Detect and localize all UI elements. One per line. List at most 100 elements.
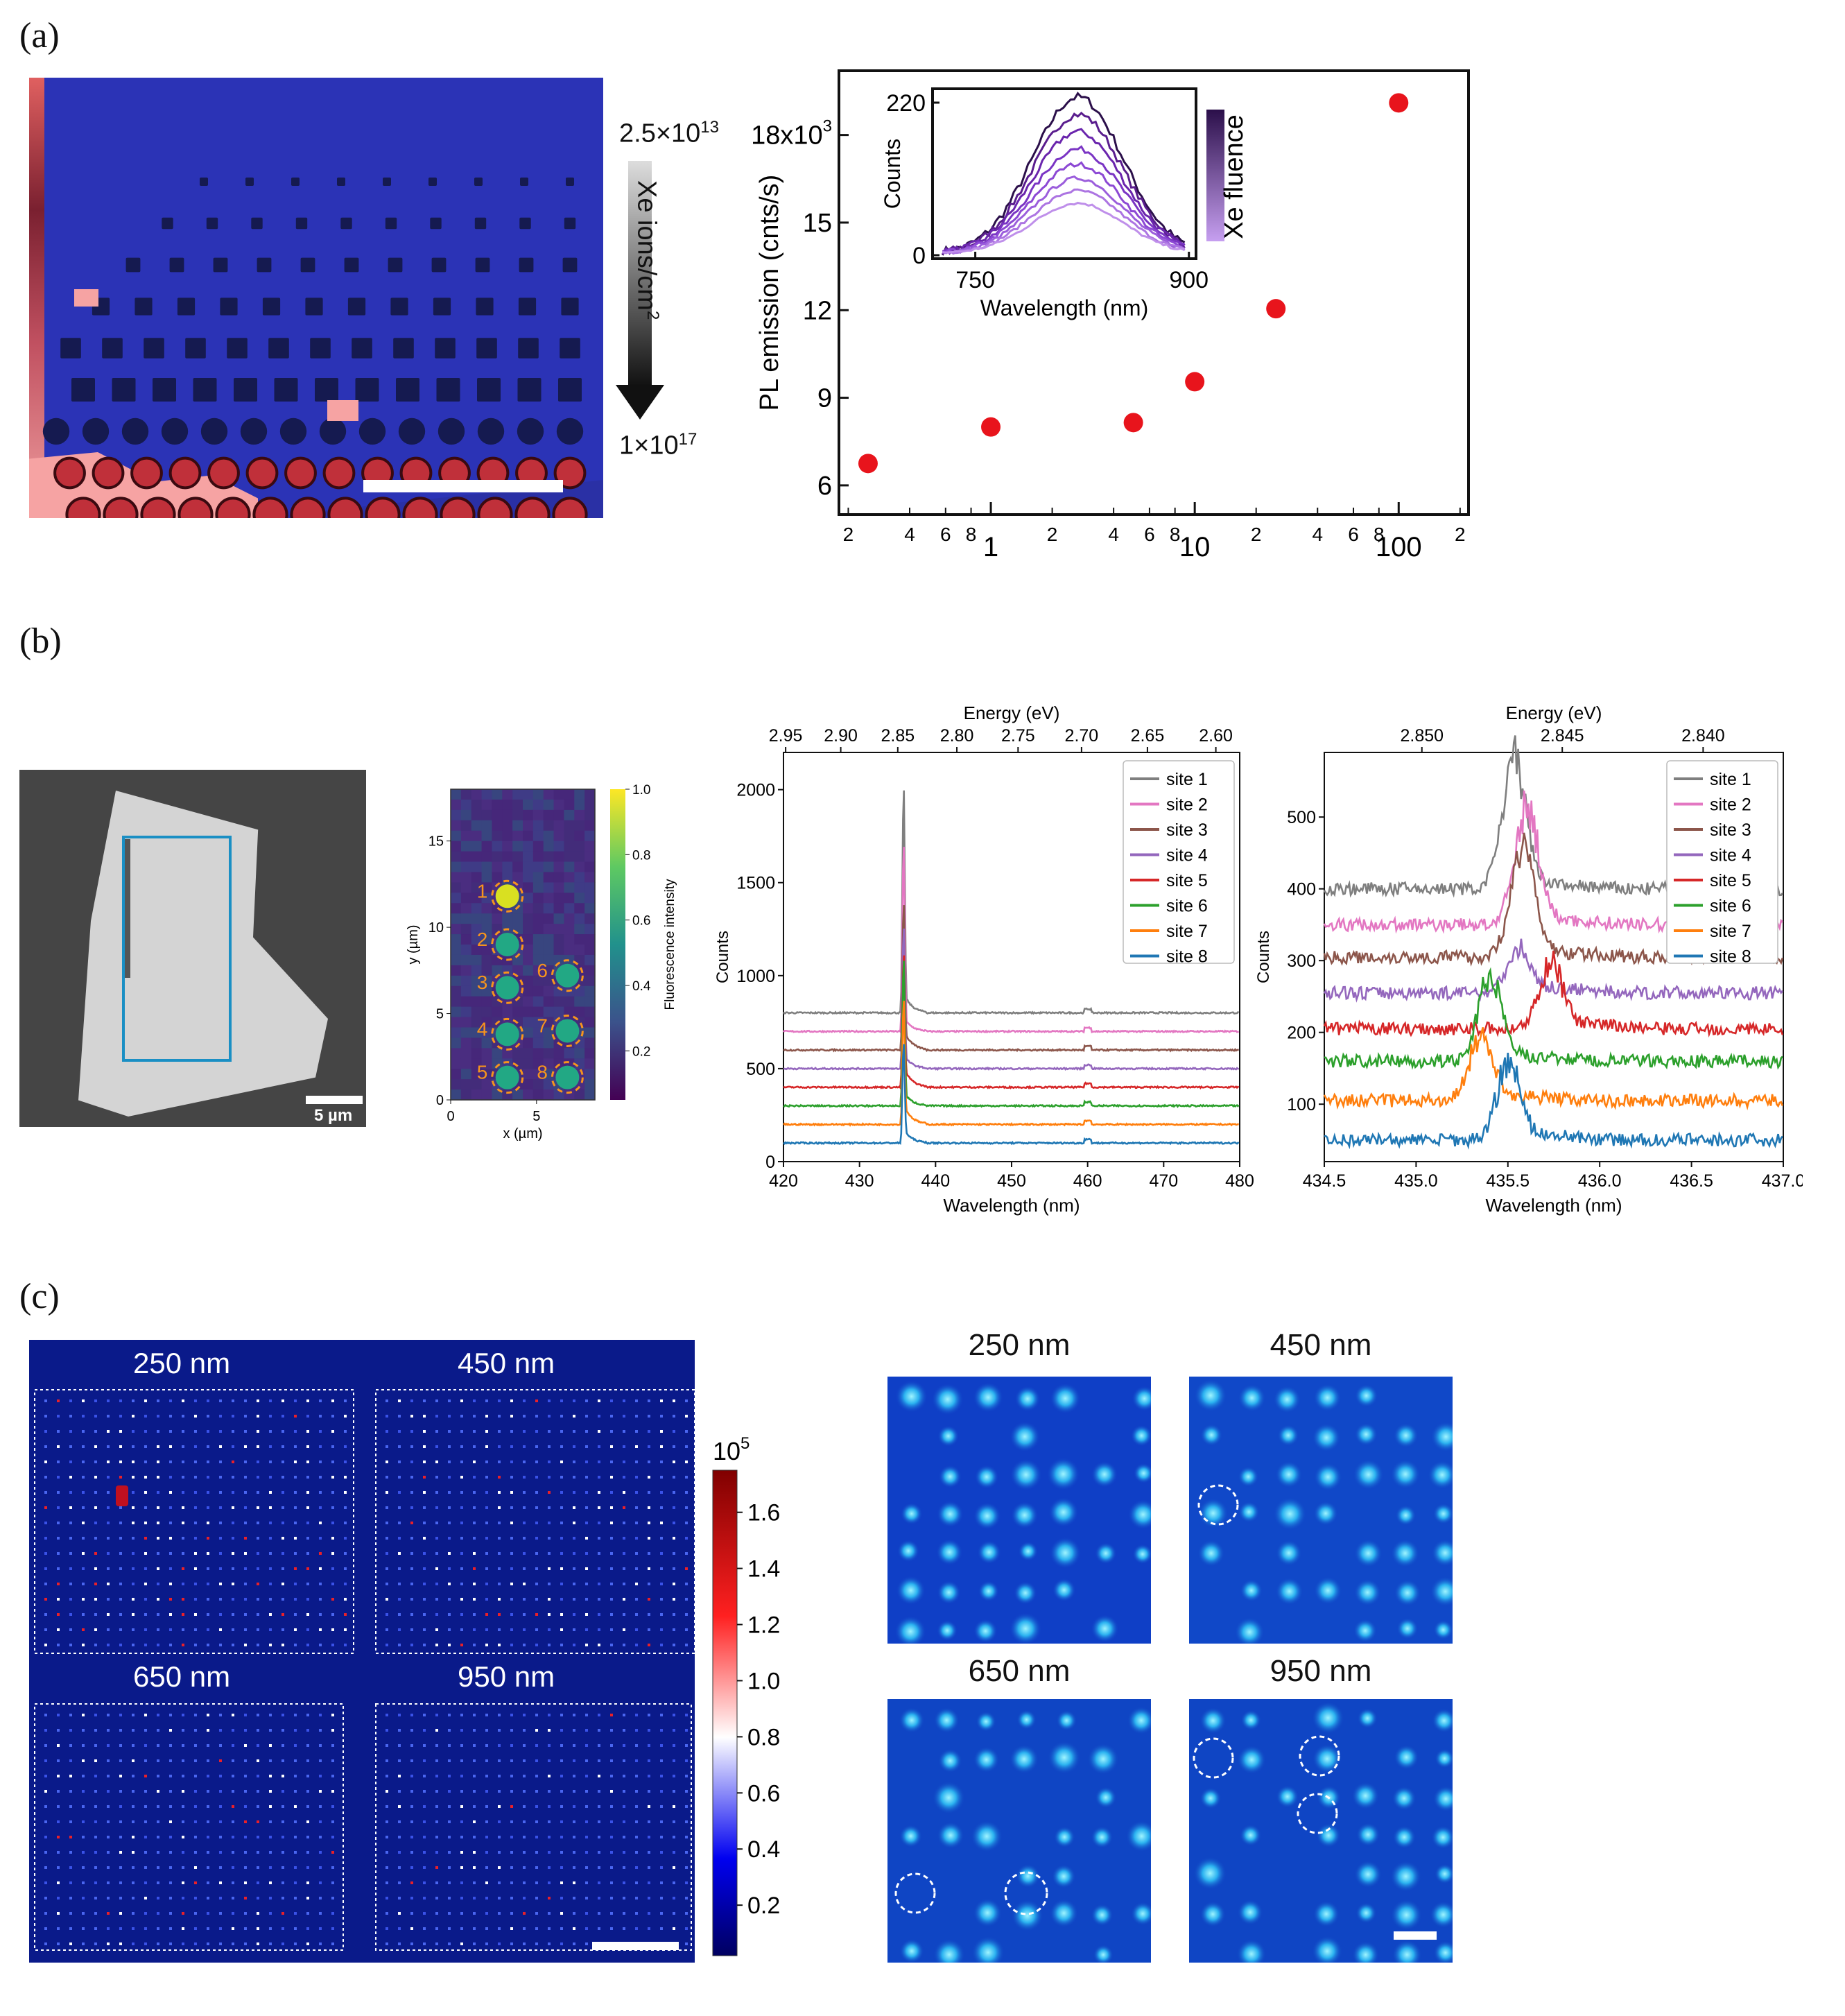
emitter-spot <box>485 1729 488 1732</box>
emitter-spot <box>410 1567 413 1570</box>
fluence-arrow-head <box>616 385 664 420</box>
big-label-450: 450 nm <box>458 1347 555 1379</box>
emitter-spot <box>648 1415 650 1418</box>
emitter-spot <box>523 1567 526 1570</box>
emitter-spot <box>244 1628 247 1631</box>
emitter-spot <box>673 1613 675 1616</box>
emitter-spot <box>1091 1461 1118 1488</box>
emitter-spot <box>144 1567 147 1570</box>
emitter-spot <box>94 1445 97 1448</box>
emitter-spot <box>269 1836 272 1838</box>
emitter-spot <box>257 1552 259 1555</box>
emitter-spot <box>573 1805 575 1808</box>
site-number: 8 <box>537 1062 548 1083</box>
emitter-spot <box>1237 1745 1266 1775</box>
emitter-spot <box>232 1805 234 1808</box>
map-pixel <box>471 861 483 873</box>
map-pixel <box>584 820 596 832</box>
map-pixel <box>584 830 596 842</box>
emitter-spot <box>82 1729 85 1732</box>
irradiation-spot <box>438 417 465 445</box>
emitter-spot <box>386 1836 388 1838</box>
emitter-spot <box>386 1790 388 1793</box>
emitter-spot <box>423 1942 426 1945</box>
emitter-spot <box>573 1820 575 1823</box>
y-tick-exponent: 3 <box>823 117 832 136</box>
emitter-spot <box>1430 1422 1453 1452</box>
emitter-spot <box>685 1851 688 1854</box>
emitter-spot <box>398 1461 401 1463</box>
map-pixel <box>523 820 534 832</box>
emitter-spot <box>623 1881 625 1884</box>
emitter-spot <box>510 1598 513 1601</box>
emitter-spot <box>157 1851 159 1854</box>
emitter-spot <box>169 1628 172 1631</box>
emitter-spot <box>623 1820 625 1823</box>
emitter-spot <box>635 1644 638 1646</box>
emitter-spot <box>435 1729 438 1732</box>
emitter-spot <box>523 1445 526 1448</box>
map-pixel <box>532 954 544 966</box>
emitter-spot <box>331 1820 334 1823</box>
top-x-tick-label: 2.90 <box>824 726 858 746</box>
emitter-spot <box>219 1927 222 1930</box>
irradiation-spot <box>71 378 95 402</box>
emitter-spot <box>398 1866 401 1869</box>
irradiation-spot <box>517 417 544 445</box>
emitter-spot <box>623 1790 625 1793</box>
map-pixel <box>460 851 472 863</box>
emitter-spot <box>485 1552 488 1555</box>
emitter-spot <box>1433 1940 1453 1963</box>
emitter-spot <box>107 1461 110 1463</box>
map-pixel <box>512 1089 523 1101</box>
irradiation-spot <box>431 257 447 273</box>
emitter-spot <box>937 1822 964 1849</box>
emitter-spot <box>1193 1856 1227 1890</box>
emitter-spot <box>485 1775 488 1777</box>
emitter-spot <box>1394 1579 1421 1606</box>
emitter-spot <box>319 1942 322 1945</box>
emitter-spot <box>598 1583 600 1585</box>
emitter-spot <box>207 1790 209 1793</box>
x-tick-label: 430 <box>845 1171 874 1191</box>
emitter-spot <box>157 1583 159 1585</box>
emitter-spot <box>194 1445 197 1448</box>
emitter-spot <box>510 1491 513 1494</box>
emitter-spot <box>319 1552 322 1555</box>
emitter-spot <box>82 1881 85 1884</box>
emitter-spot <box>331 1759 334 1762</box>
map-pixel <box>553 820 565 832</box>
map-pixel <box>471 934 483 945</box>
data-point <box>981 417 1001 437</box>
emitter-spot <box>232 1881 234 1884</box>
map-pixel <box>471 820 483 832</box>
emitter-spot <box>157 1942 159 1945</box>
emitter-spot <box>660 1583 663 1585</box>
emitter-spot <box>473 1805 476 1808</box>
emitter-spot <box>194 1491 197 1494</box>
emitter-spot <box>144 1820 147 1823</box>
map-pixel <box>471 996 483 1008</box>
emitter-spot <box>435 1866 438 1869</box>
emitter-spot <box>57 1881 60 1884</box>
emitter-spot <box>157 1820 159 1823</box>
map-pixel <box>492 872 503 883</box>
zoom-image-450 <box>1189 1377 1453 1644</box>
map-pixel <box>584 1069 596 1080</box>
emitter-spot <box>344 1598 347 1601</box>
emitter-spot <box>448 1881 451 1884</box>
emitter-spot <box>319 1805 322 1808</box>
x-tick-label: 470 <box>1149 1171 1178 1191</box>
emitter-spot <box>269 1927 272 1930</box>
fluence-top-label: 2.5×1013 <box>619 118 719 148</box>
map-pixel <box>584 1058 596 1069</box>
emitter-spot <box>207 1775 209 1777</box>
map-pixel <box>471 1006 483 1018</box>
emitter-spot <box>410 1836 413 1838</box>
irradiation-spot <box>355 378 379 402</box>
emitter-spot <box>900 1502 923 1525</box>
emitter-spot <box>331 1790 334 1793</box>
emitter-spot <box>610 1729 613 1732</box>
emitter-spot <box>281 1820 284 1823</box>
emitter-spot <box>331 1491 334 1494</box>
